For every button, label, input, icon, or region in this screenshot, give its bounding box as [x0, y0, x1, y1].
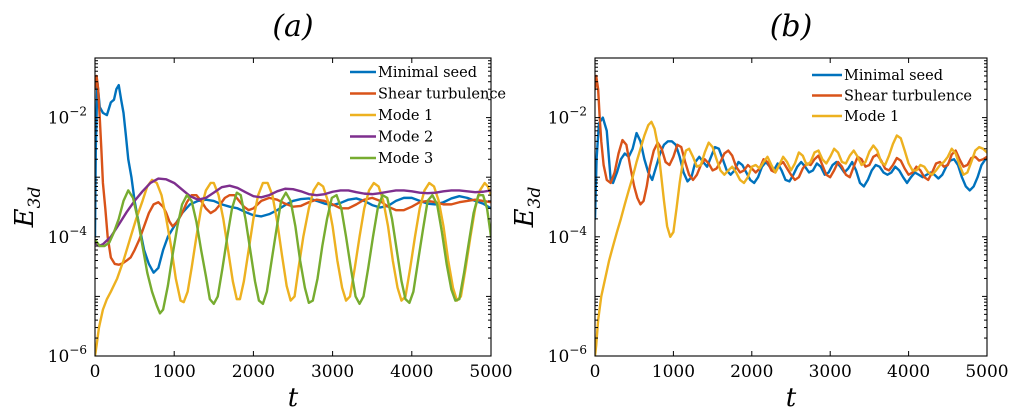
- y-tick-label: 10−4: [48, 224, 88, 248]
- series-line-mode-1: [595, 120, 987, 356]
- y-tick-label-base: 10: [48, 347, 70, 367]
- y-tick-label: 10−4: [548, 224, 588, 248]
- series-line-mode-3: [95, 189, 491, 315]
- x-tick-label: 3000: [311, 362, 354, 382]
- legend-entry: Minimal seed: [378, 65, 477, 81]
- y-axis-label-subscript: 3d: [25, 187, 45, 209]
- x-tick-label: 1000: [153, 362, 196, 382]
- series-line-mode-2: [95, 177, 491, 248]
- y-tick-label: 10−6: [548, 343, 587, 367]
- series-line-mode-1: [95, 178, 491, 356]
- legend-entry: Shear turbulence: [378, 87, 506, 103]
- y-axis-label-base: E: [10, 208, 40, 228]
- y-tick-label: 10−2: [48, 105, 87, 129]
- x-tick-label: 1000: [652, 362, 695, 382]
- legend-entry: Mode 2: [378, 130, 433, 146]
- y-tick-label: 10−2: [548, 105, 587, 129]
- y-tick-label-base: 10: [548, 228, 570, 248]
- y-tick-label-base: 10: [48, 228, 70, 248]
- legend-entry: Mode 1: [378, 108, 433, 124]
- panel-a: (a)0 1000 2000 3000 4000 500010−610−410−2tE3d…: [10, 9, 513, 413]
- series-group: [595, 74, 987, 356]
- legend-entry: Minimal seed: [844, 68, 943, 84]
- y-tick-label-exponent: −2: [569, 105, 587, 119]
- series-line-shear-turbulence: [595, 74, 987, 206]
- plot-frame: [94, 57, 492, 357]
- legend: Minimal seed Shear turbulence Mode 1: [812, 68, 972, 125]
- x-axis-label: t: [288, 383, 299, 413]
- y-axis-label-subscript: 3d: [525, 187, 545, 209]
- legend-entry: Shear turbulence: [844, 89, 972, 105]
- series-line-minimal-seed: [595, 116, 987, 221]
- y-tick-label-exponent: −4: [69, 224, 87, 238]
- y-tick-label-exponent: −6: [69, 343, 87, 357]
- y-tick-label-exponent: −2: [69, 105, 87, 119]
- series-line-shear-turbulence: [95, 74, 491, 266]
- panel-title: (a): [272, 9, 313, 44]
- series-line-minimal-seed: [95, 80, 491, 274]
- y-tick-label: 10−6: [48, 343, 87, 367]
- series-group: [95, 74, 491, 356]
- panel-title: (b): [770, 9, 813, 44]
- x-tick-label: 5000: [469, 362, 512, 382]
- panel-b: (b)0 1000 2000 3000 4000 500010−610−410−2tE3d…: [510, 9, 1009, 413]
- x-tick-label: 0: [90, 362, 101, 382]
- legend-entry: Mode 1: [844, 109, 899, 125]
- y-tick-label-exponent: −6: [569, 343, 587, 357]
- x-tick-label: 0: [590, 362, 601, 382]
- y-axis-label: E3d: [10, 187, 45, 229]
- x-tick-label: 5000: [965, 362, 1008, 382]
- x-axis-label: t: [786, 383, 797, 413]
- y-tick-label-exponent: −4: [569, 224, 587, 238]
- legend: Minimal seed Shear turbulence Mode 1 Mode 2…: [350, 65, 506, 167]
- plot-frame: [594, 57, 988, 357]
- y-tick-label-base: 10: [548, 109, 570, 129]
- x-tick-label: 3000: [809, 362, 852, 382]
- x-tick-label: 4000: [887, 362, 930, 382]
- x-tick-label: 2000: [730, 362, 773, 382]
- y-axis-label-base: E: [510, 208, 540, 228]
- y-axis-label: E3d: [510, 187, 545, 229]
- y-tick-label-base: 10: [48, 109, 70, 129]
- y-tick-label-base: 10: [548, 347, 570, 367]
- legend-entry: Mode 3: [378, 151, 433, 167]
- x-tick-label: 4000: [390, 362, 433, 382]
- x-tick-label: 2000: [232, 362, 275, 382]
